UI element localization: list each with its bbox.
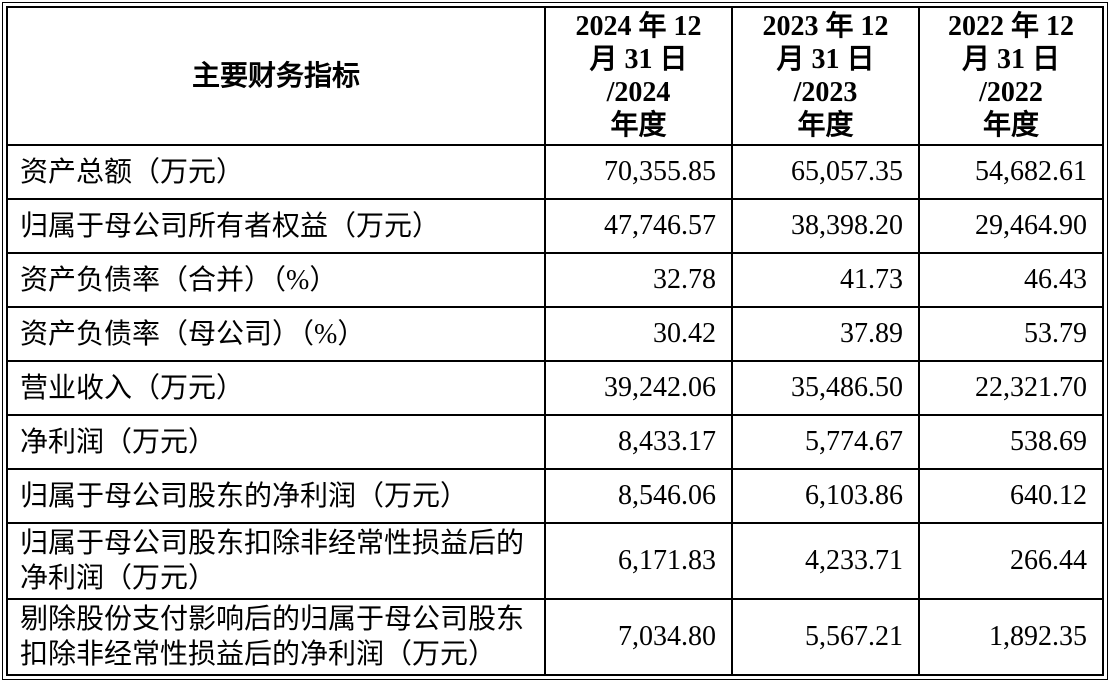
row-label: 营业收入（万元）: [6, 360, 546, 416]
value-cell: 1,892.35: [918, 598, 1104, 676]
value-cell: 70,355.85: [544, 144, 733, 200]
value-cell: 38,398.20: [731, 198, 920, 254]
value-cell: 5,567.21: [731, 598, 920, 676]
table-row-net-profit: 净利润（万元） 8,433.17 5,774.67 538.69: [6, 414, 1104, 470]
value-cell: 47,746.57: [544, 198, 733, 254]
header-period-2023: 2023 年 12 月 31 日 /2023 年度: [731, 6, 920, 146]
value-cell: 46.43: [918, 252, 1104, 308]
value-cell: 35,486.50: [731, 360, 920, 416]
value-cell: 8,433.17: [544, 414, 733, 470]
table-row-debt-ratio-consolidated: 资产负债率（合并）（%） 32.78 41.73 46.43: [6, 252, 1104, 308]
value-cell: 5,774.67: [731, 414, 920, 470]
value-cell: 8,546.06: [544, 468, 733, 524]
financial-indicators-table: 主要财务指标 2024 年 12 月 31 日 /2024 年度 2023 年 …: [6, 6, 1104, 676]
header-main-indicators: 主要财务指标: [6, 6, 546, 146]
table-row-parent-equity: 归属于母公司所有者权益（万元） 47,746.57 38,398.20 29,4…: [6, 198, 1104, 254]
row-label: 剔除股份支付影响后的归属于母公司股东 扣除非经常性损益后的净利润（万元）: [6, 598, 546, 676]
table-row-operating-revenue: 营业收入（万元） 39,242.06 35,486.50 22,321.70: [6, 360, 1104, 416]
row-label: 归属于母公司股东的净利润（万元）: [6, 468, 546, 524]
value-cell: 22,321.70: [918, 360, 1104, 416]
value-cell: 29,464.90: [918, 198, 1104, 254]
row-label: 归属于母公司所有者权益（万元）: [6, 198, 546, 254]
value-cell: 6,171.83: [544, 522, 733, 600]
value-cell: 30.42: [544, 306, 733, 362]
value-cell: 6,103.86: [731, 468, 920, 524]
value-cell: 39,242.06: [544, 360, 733, 416]
table-row-net-profit-to-parent: 归属于母公司股东的净利润（万元） 8,546.06 6,103.86 640.1…: [6, 468, 1104, 524]
value-cell: 266.44: [918, 522, 1104, 600]
value-cell: 53.79: [918, 306, 1104, 362]
value-cell: 54,682.61: [918, 144, 1104, 200]
value-cell: 4,233.71: [731, 522, 920, 600]
row-label: 资产负债率（母公司）（%）: [6, 306, 546, 362]
table-row-debt-ratio-parent: 资产负债率（母公司）（%） 30.42 37.89 53.79: [6, 306, 1104, 362]
value-cell: 41.73: [731, 252, 920, 308]
header-period-2022: 2022 年 12 月 31 日 /2022 年度: [918, 6, 1104, 146]
header-period-2024: 2024 年 12 月 31 日 /2024 年度: [544, 6, 733, 146]
value-cell: 640.12: [918, 468, 1104, 524]
table-row-total-assets: 资产总额（万元） 70,355.85 65,057.35 54,682.61: [6, 144, 1104, 200]
value-cell: 538.69: [918, 414, 1104, 470]
header-row: 主要财务指标 2024 年 12 月 31 日 /2024 年度 2023 年 …: [6, 6, 1104, 146]
row-label: 净利润（万元）: [6, 414, 546, 470]
value-cell: 37.89: [731, 306, 920, 362]
row-label: 资产负债率（合并）（%）: [6, 252, 546, 308]
table-row-net-profit-excl-sharepay-nonrecurring: 剔除股份支付影响后的归属于母公司股东 扣除非经常性损益后的净利润（万元） 7,0…: [6, 598, 1104, 676]
value-cell: 65,057.35: [731, 144, 920, 200]
row-label: 资产总额（万元）: [6, 144, 546, 200]
table-row-net-profit-excl-nonrecurring: 归属于母公司股东扣除非经常性损益后的 净利润（万元） 6,171.83 4,23…: [6, 522, 1104, 600]
row-label: 归属于母公司股东扣除非经常性损益后的 净利润（万元）: [6, 522, 546, 600]
value-cell: 7,034.80: [544, 598, 733, 676]
value-cell: 32.78: [544, 252, 733, 308]
